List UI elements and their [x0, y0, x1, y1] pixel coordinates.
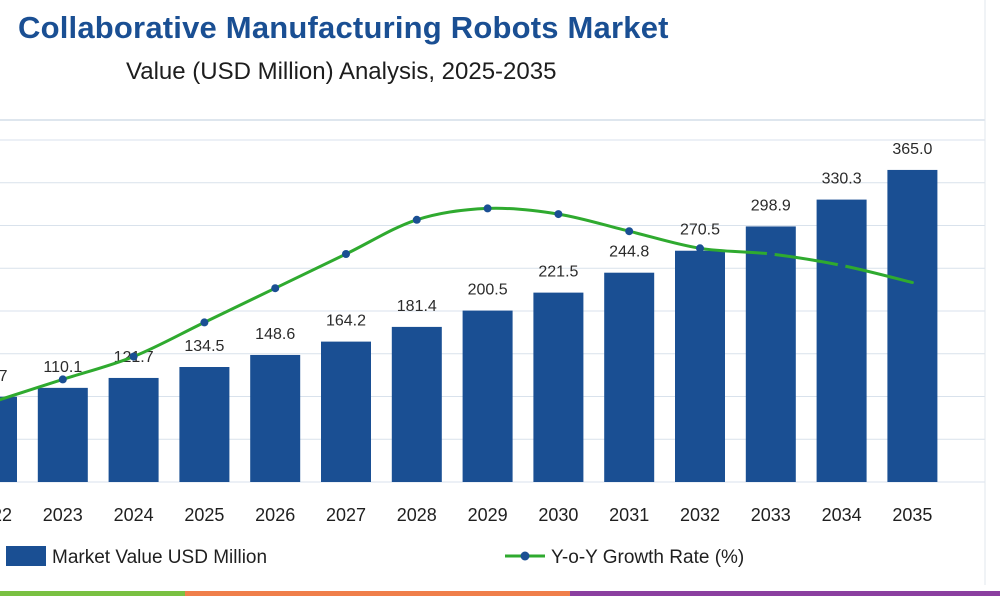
- x-tick-label: 2035: [892, 505, 932, 525]
- data-label: 330.3: [822, 171, 862, 188]
- legend-line-label: Y-o-Y Growth Rate (%): [551, 547, 744, 568]
- x-tick-label: 2025: [184, 505, 224, 525]
- growth-point[interactable]: [129, 352, 138, 361]
- bar[interactable]: [391, 326, 442, 482]
- x-tick-label: 2026: [255, 505, 295, 525]
- data-label: 200.5: [468, 282, 508, 299]
- data-label: 244.8: [609, 244, 649, 261]
- x-tick-label: 2033: [751, 505, 791, 525]
- x-tick-label: 2031: [609, 505, 649, 525]
- x-tick-label: 2027: [326, 505, 366, 525]
- data-label: 164.2: [326, 313, 366, 330]
- x-tick-label: 2034: [822, 505, 862, 525]
- footer-stripe: [185, 591, 570, 596]
- bar[interactable]: [179, 367, 230, 482]
- growth-point[interactable]: [554, 210, 563, 219]
- growth-point[interactable]: [271, 284, 280, 293]
- footer-stripe: [570, 591, 1000, 596]
- data-label: 270.5: [680, 222, 720, 239]
- legend-bar-label: Market Value USD Million: [52, 547, 267, 568]
- footer-stripe: [0, 591, 185, 596]
- bar[interactable]: [250, 354, 301, 482]
- data-label: 181.4: [397, 298, 437, 315]
- x-tick-label: 2028: [397, 505, 437, 525]
- bar[interactable]: [604, 272, 655, 482]
- bar[interactable]: [108, 377, 159, 482]
- growth-point[interactable]: [483, 204, 492, 213]
- data-label: 365.0: [892, 141, 932, 158]
- data-label: 134.5: [184, 338, 224, 355]
- data-label: 221.5: [538, 264, 578, 281]
- x-tick-label: 2029: [468, 505, 508, 525]
- growth-point[interactable]: [342, 250, 350, 258]
- bar[interactable]: [37, 387, 88, 482]
- chart-subtitle: Value (USD Million) Analysis, 2025-2035: [126, 58, 557, 85]
- x-tick-label: 2030: [538, 505, 578, 525]
- growth-point[interactable]: [58, 375, 67, 384]
- growth-point[interactable]: [837, 261, 846, 270]
- growth-point[interactable]: [625, 227, 634, 236]
- chart-title: Collaborative Manufacturing Robots Marke…: [18, 10, 669, 45]
- data-label: 298.9: [751, 197, 791, 214]
- bar[interactable]: [321, 341, 371, 482]
- growth-point[interactable]: [412, 215, 421, 224]
- legend-line-marker: [520, 551, 530, 561]
- x-tick-label: 2032: [680, 505, 720, 525]
- bar[interactable]: [816, 199, 867, 482]
- growth-point[interactable]: [200, 318, 209, 327]
- bar[interactable]: [887, 169, 938, 483]
- x-tick-label: 2024: [114, 505, 154, 525]
- data-label: 148.6: [255, 326, 295, 343]
- x-tick-label: 2023: [43, 505, 83, 525]
- bar[interactable]: [0, 396, 17, 482]
- data-label: 110.1: [43, 359, 82, 376]
- growth-point[interactable]: [766, 250, 775, 258]
- bar[interactable]: [462, 310, 513, 482]
- bar[interactable]: [533, 292, 584, 482]
- growth-line: [0, 206, 914, 402]
- legend-bar-swatch: [6, 546, 46, 566]
- x-tick-label: 2022: [0, 505, 12, 525]
- data-label: 99.7: [0, 368, 8, 385]
- bar[interactable]: [675, 250, 725, 482]
- growth-point[interactable]: [696, 244, 704, 253]
- bar[interactable]: [745, 226, 796, 482]
